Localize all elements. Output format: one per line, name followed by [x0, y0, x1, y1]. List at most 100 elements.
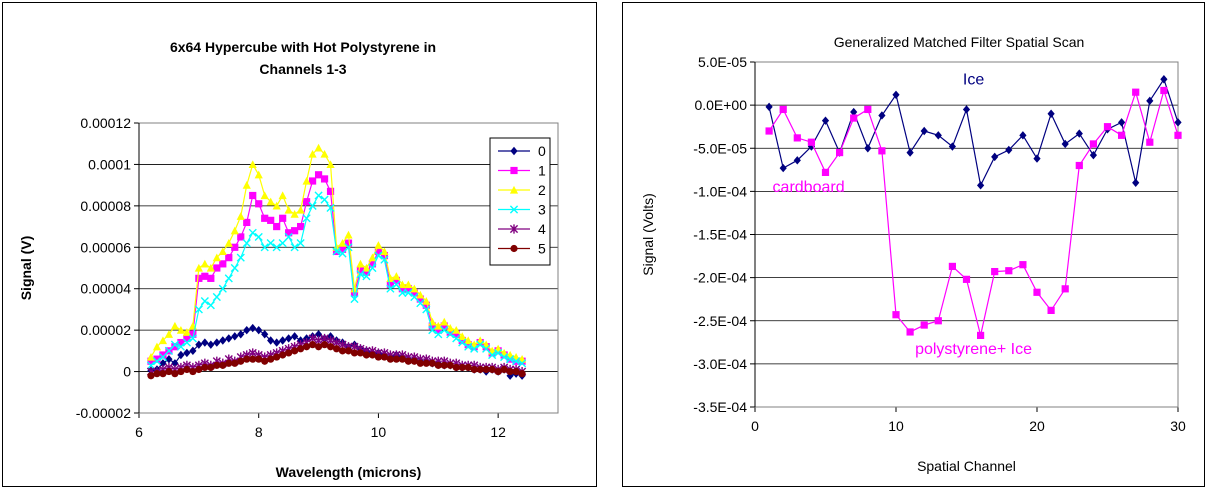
data-point	[488, 365, 496, 374]
data-point	[279, 336, 287, 345]
legend-entry: 2	[498, 182, 546, 198]
data-point	[183, 334, 191, 343]
data-point	[308, 201, 317, 210]
y-tick-label: 0.00008	[80, 198, 131, 214]
data-point	[434, 330, 443, 339]
data-point	[248, 228, 257, 237]
data-point	[1132, 88, 1140, 96]
data-point	[261, 330, 269, 339]
data-point	[446, 330, 455, 339]
data-point	[255, 325, 263, 335]
data-point	[182, 338, 191, 347]
data-point	[452, 334, 461, 343]
data-point	[224, 274, 233, 283]
data-point	[177, 350, 185, 360]
data-point	[326, 343, 335, 351]
data-point	[254, 232, 263, 242]
data-point	[320, 149, 329, 158]
data-point	[273, 353, 281, 361]
series-line	[150, 174, 523, 362]
data-point	[189, 330, 197, 338]
data-point	[404, 285, 412, 293]
data-point	[934, 317, 942, 325]
data-point	[207, 363, 215, 372]
legend-entry: 3	[498, 202, 546, 218]
data-point	[243, 355, 251, 363]
data-point	[878, 147, 886, 155]
x-tick-label: 10	[888, 418, 904, 434]
data-point	[512, 357, 521, 366]
data-point	[878, 111, 886, 120]
data-point	[278, 239, 287, 248]
legend-label: 2	[538, 182, 546, 198]
spectra-chart: 6x64 Hypercube with Hot Polystyrene in Ch…	[18, 39, 559, 480]
data-point	[189, 346, 197, 356]
annotation-label: cardboard	[773, 179, 845, 196]
x-axis-label: Wavelength (microns)	[276, 464, 422, 480]
data-point	[314, 191, 323, 200]
data-point	[242, 181, 251, 189]
data-point	[302, 214, 311, 223]
data-point	[272, 201, 281, 210]
legend-marker	[509, 205, 519, 214]
data-point	[218, 284, 227, 293]
data-point	[512, 367, 520, 376]
data-point	[962, 105, 971, 114]
data-point	[1019, 261, 1027, 269]
data-point	[231, 359, 239, 367]
data-point	[374, 247, 383, 256]
data-point	[236, 253, 245, 262]
data-point	[962, 275, 971, 283]
series-1	[147, 171, 526, 365]
data-point	[452, 326, 461, 334]
data-point	[170, 340, 180, 349]
data-point	[1103, 123, 1112, 131]
data-point	[176, 326, 185, 334]
data-point	[864, 105, 872, 114]
data-point	[864, 144, 872, 153]
data-point	[314, 143, 323, 152]
data-point	[255, 200, 263, 208]
data-point	[165, 354, 173, 364]
data-point	[428, 322, 436, 330]
data-point	[249, 323, 257, 333]
data-point	[1047, 109, 1055, 118]
data-point	[213, 338, 221, 347]
data-point	[476, 365, 484, 374]
chart-panel-spectra: 6x64 Hypercube with Hot Polystyrene in Ch…	[2, 2, 597, 487]
data-point	[356, 259, 365, 268]
data-point	[494, 348, 503, 358]
data-point	[194, 263, 203, 272]
data-point	[1089, 140, 1097, 148]
data-point	[189, 367, 197, 376]
data-point	[249, 191, 257, 200]
legend-marker	[509, 185, 519, 194]
data-point	[207, 340, 215, 349]
data-point	[164, 346, 174, 355]
x-tick-label: 8	[255, 424, 263, 440]
data-point	[1146, 96, 1154, 106]
data-point	[416, 359, 424, 367]
data-point	[380, 255, 389, 264]
data-point	[821, 116, 830, 125]
data-point	[398, 355, 406, 363]
data-point	[991, 152, 999, 162]
data-point	[291, 347, 299, 355]
data-point	[183, 365, 191, 374]
data-point	[219, 361, 227, 369]
data-point	[297, 345, 305, 353]
data-point	[1075, 161, 1083, 170]
data-point	[948, 142, 956, 151]
data-point	[206, 263, 215, 272]
data-point	[176, 342, 185, 351]
data-point	[440, 322, 448, 330]
data-point	[386, 355, 394, 363]
data-point	[158, 352, 168, 362]
data-point	[219, 260, 227, 268]
data-point	[158, 336, 168, 345]
data-point	[392, 272, 401, 280]
data-point	[518, 370, 526, 378]
data-point	[906, 328, 914, 336]
data-point	[344, 239, 353, 247]
series-line	[768, 88, 1179, 336]
